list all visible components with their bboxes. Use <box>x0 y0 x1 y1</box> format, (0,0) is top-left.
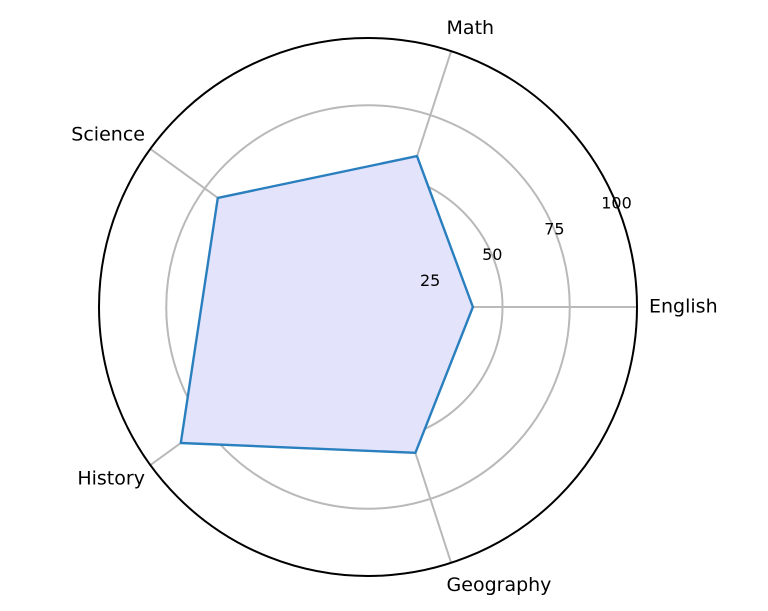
polar-frame <box>98 37 638 577</box>
series-line-0 <box>179 154 475 454</box>
series-area-0 <box>180 156 473 453</box>
radar-series <box>179 154 475 454</box>
category-label-science: Science <box>71 123 145 145</box>
category-label-math: Math <box>447 17 495 39</box>
radar-frame <box>98 37 638 577</box>
radar-category-labels: English Math Science History Geography <box>71 17 717 596</box>
category-label-geography: Geography <box>447 574 552 596</box>
radar-tick-labels: 25 50 75 100 <box>420 194 632 290</box>
r-tick-label-75: 75 <box>544 219 564 238</box>
category-label-history: History <box>77 468 145 490</box>
category-label-english: English <box>649 296 718 318</box>
r-tick-label-100: 100 <box>601 194 632 213</box>
r-tick-label-50: 50 <box>482 245 502 264</box>
r-tick-label-25: 25 <box>420 271 440 290</box>
